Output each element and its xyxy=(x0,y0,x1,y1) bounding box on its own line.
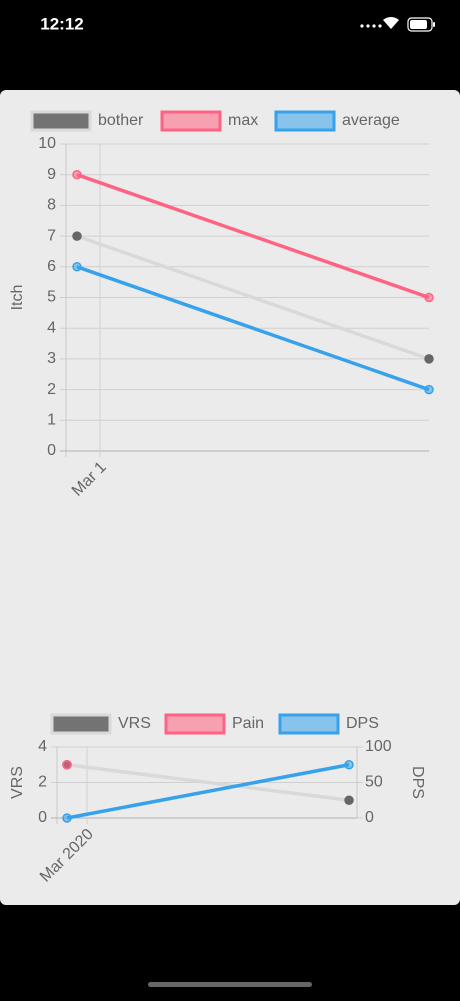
status-time: 12:12 xyxy=(40,14,83,33)
y-tick-label: 2 xyxy=(47,381,56,398)
y-tick-label: 0 xyxy=(38,809,47,826)
y-tick-label: 2 xyxy=(38,774,47,791)
legend-swatch xyxy=(164,713,226,735)
legend-label: max xyxy=(228,112,258,129)
y-tick-label: 4 xyxy=(47,319,56,336)
legend-swatch xyxy=(278,713,340,735)
y-tick-label: 5 xyxy=(47,289,56,306)
y-axis-title: Itch xyxy=(9,285,26,311)
y2-axis-title: DPS xyxy=(409,766,426,799)
y-tick-label: 8 xyxy=(47,197,56,214)
y-tick-label: 1 xyxy=(47,412,56,429)
y2-tick-label: 0 xyxy=(365,809,374,826)
data-point xyxy=(72,262,82,272)
legend-swatch xyxy=(274,110,336,132)
home-indicator xyxy=(148,982,312,987)
status-icons xyxy=(360,16,435,32)
data-point xyxy=(424,354,434,364)
data-point xyxy=(62,813,72,823)
data-point xyxy=(424,292,434,303)
legend-label: VRS xyxy=(118,715,151,732)
series-line xyxy=(66,763,350,802)
legend-swatch xyxy=(160,110,222,132)
y-tick-label: 9 xyxy=(47,166,56,183)
legend-label: Pain xyxy=(232,715,264,732)
y-tick-label: 7 xyxy=(47,227,56,244)
data-point xyxy=(72,169,82,180)
series-line xyxy=(66,763,350,820)
data-point xyxy=(72,231,82,241)
y-tick-label: 3 xyxy=(47,350,56,367)
data-point xyxy=(424,384,434,395)
y-axis-title: VRS xyxy=(9,766,26,799)
legend-label: average xyxy=(342,112,400,129)
legend-label: DPS xyxy=(346,715,379,732)
y2-tick-label: 100 xyxy=(365,738,392,755)
data-point xyxy=(344,760,354,770)
data-point xyxy=(62,760,72,770)
legend-swatch xyxy=(30,110,92,132)
legend-swatch xyxy=(50,713,112,735)
legend-label: bother xyxy=(98,112,144,129)
y-tick-label: 4 xyxy=(38,738,47,755)
y-tick-label: 6 xyxy=(47,258,56,275)
series-line xyxy=(76,234,430,361)
data-point xyxy=(344,795,354,805)
series-line xyxy=(76,173,430,300)
y-tick-label: 10 xyxy=(38,135,56,152)
series-line xyxy=(76,265,430,392)
card xyxy=(0,90,460,905)
y2-tick-label: 50 xyxy=(365,774,383,791)
y-tick-label: 0 xyxy=(47,442,56,459)
